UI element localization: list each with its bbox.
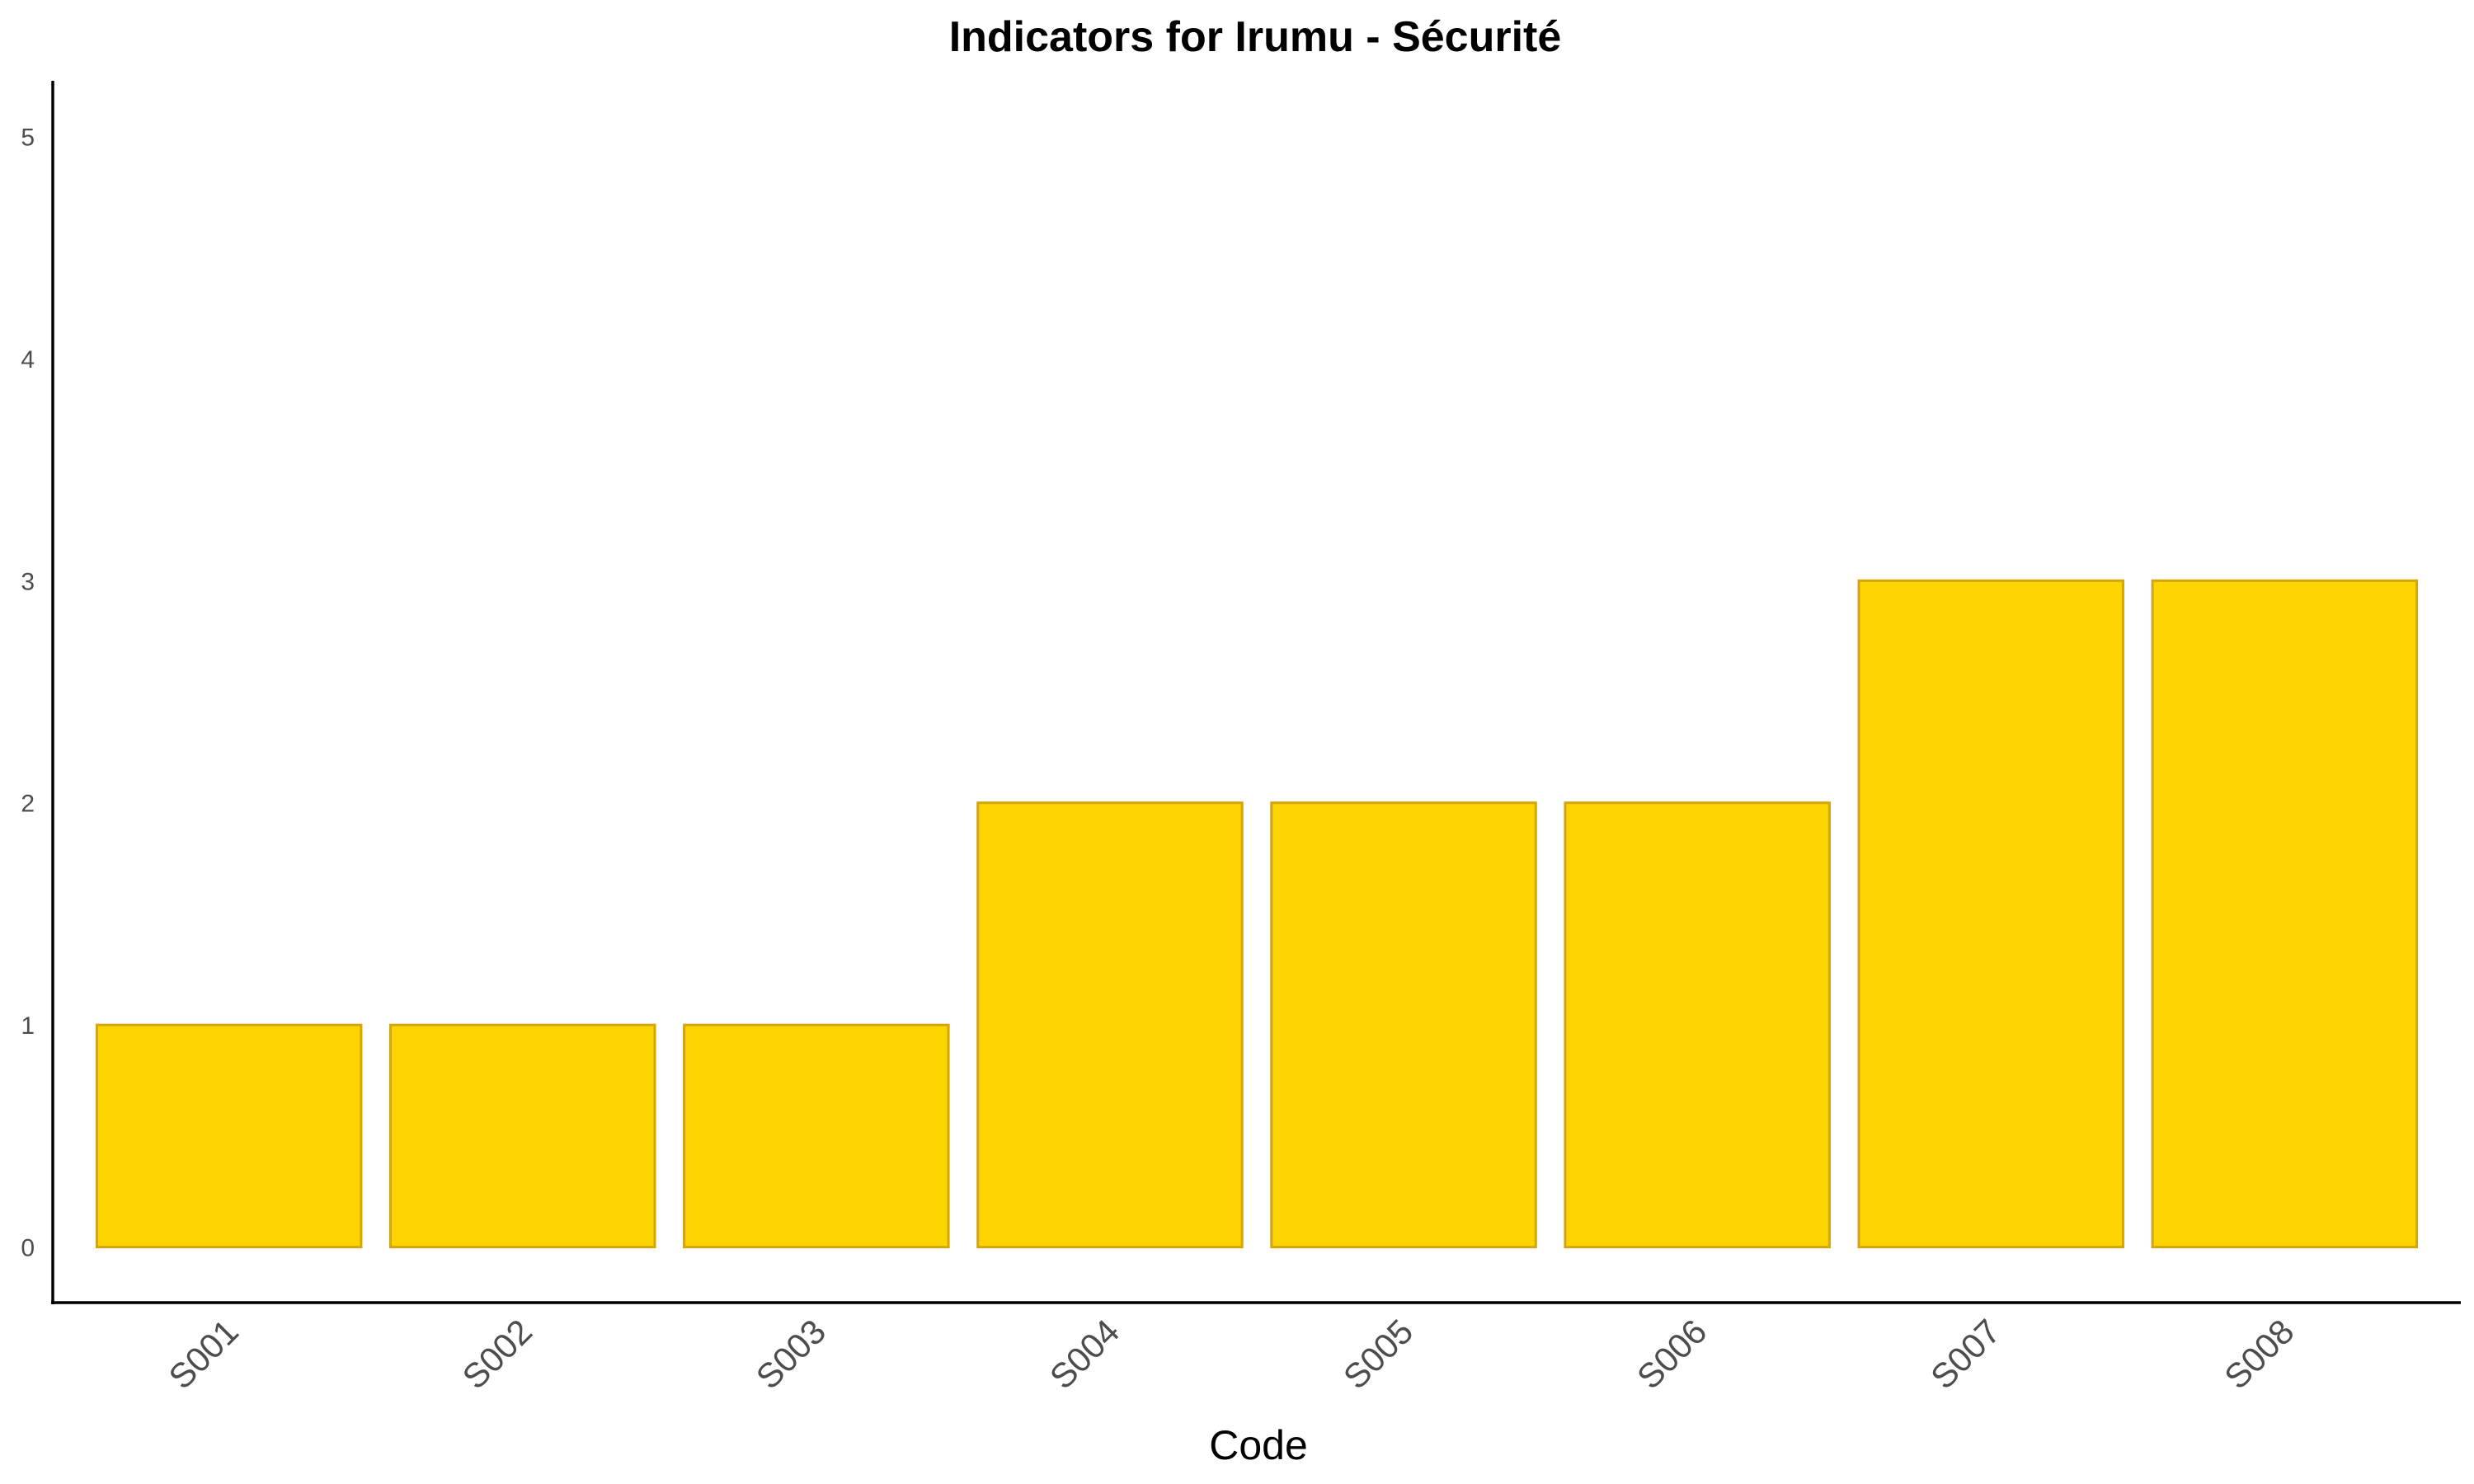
x-tick-label-s008: S008 (2217, 1312, 2302, 1397)
bars-group (95, 579, 2419, 1249)
bar-s008 (2151, 579, 2419, 1249)
bar-s003 (683, 1023, 950, 1249)
x-tick-label-s004: S004 (1042, 1312, 1127, 1397)
y-tick-label: 1 (21, 1012, 35, 1040)
x-axis-ticks: S001 S002 S003 S004 S005 S006 S007 S008 (161, 1312, 2301, 1397)
bar-s004 (976, 801, 1244, 1249)
y-axis-ticks: 0 1 2 3 4 5 (21, 124, 35, 1261)
x-tick-label-s005: S005 (1336, 1312, 1421, 1397)
chart-title: Indicators for Irumu - Sécurité (949, 13, 1562, 61)
bar-s006 (1564, 801, 1831, 1249)
bar-s001 (95, 1023, 363, 1249)
y-tick-label: 3 (21, 568, 35, 595)
y-tick-label: 0 (21, 1235, 35, 1262)
x-tick-label-s007: S007 (1923, 1312, 2008, 1397)
bar-s007 (1857, 579, 2124, 1249)
x-axis-label: Code (1209, 1422, 1308, 1468)
y-tick-label: 2 (21, 791, 35, 818)
x-tick-label-s003: S003 (749, 1312, 834, 1397)
bar-s002 (389, 1023, 656, 1249)
x-tick-label-s002: S002 (455, 1312, 540, 1397)
y-tick-label: 5 (21, 124, 35, 151)
y-tick-label: 4 (21, 346, 35, 373)
bar-s005 (1270, 801, 1537, 1249)
x-tick-label-s006: S006 (1630, 1312, 1714, 1397)
x-tick-label-s001: S001 (161, 1312, 246, 1397)
